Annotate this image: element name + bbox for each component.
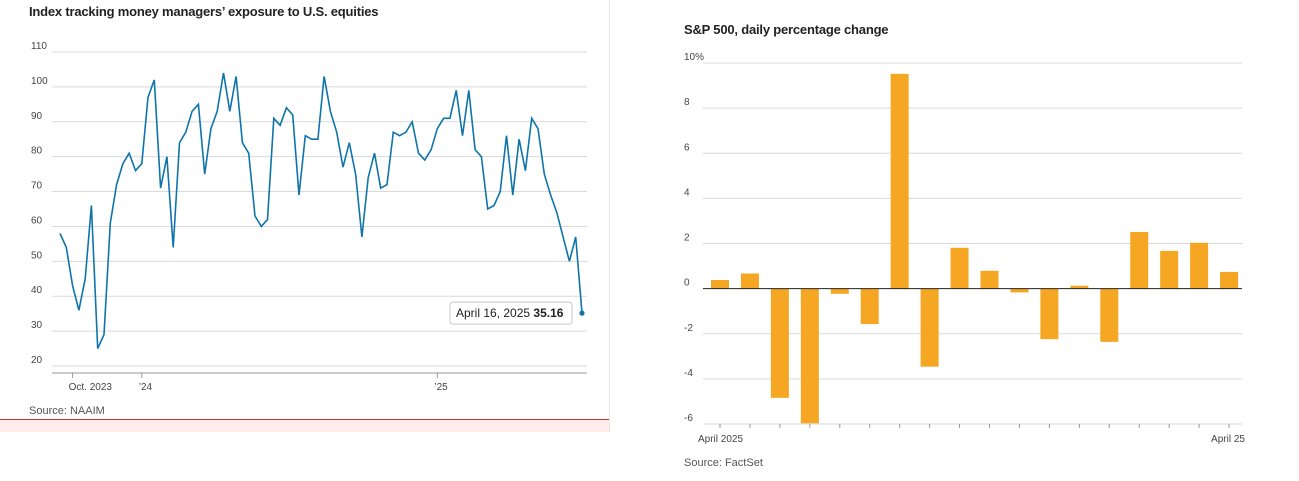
line-chart: 20 30 40 50 60 70 80 90 100 110 Oct. 2023 ’24 ’25 Apr…	[31, 41, 587, 393]
bar	[980, 270, 999, 289]
bar	[770, 288, 789, 398]
series-line	[59, 72, 583, 349]
y-tick-label: 90	[31, 111, 43, 122]
left-chart-source: Source: NAAIM	[29, 405, 105, 417]
y-tick-label: 110	[31, 41, 47, 52]
bar	[800, 288, 819, 424]
y-tick-label: 6	[684, 142, 690, 153]
bar	[1160, 250, 1179, 289]
right-chart-title: S&P 500, daily percentage change	[684, 22, 889, 37]
y-tick-label: 100	[31, 76, 48, 87]
right-chart-source: Source: FactSet	[684, 457, 763, 469]
tooltip-date: April 16, 2025	[456, 306, 533, 320]
x-tick-label: April 25	[1211, 434, 1245, 445]
y-tick-label: 20	[31, 355, 43, 366]
bar	[1010, 288, 1029, 293]
x-tick-label: ’24	[139, 382, 153, 393]
bar	[1220, 271, 1239, 289]
y-tick-label: 80	[31, 146, 43, 157]
bar	[1070, 285, 1089, 289]
bar	[830, 288, 849, 294]
bar	[950, 247, 969, 289]
y-tick-label: 40	[31, 285, 43, 296]
y-tick-label: 60	[31, 215, 43, 226]
last-point-marker	[579, 310, 585, 316]
left-chart-panel: Index tracking money managers’ exposure …	[0, 0, 610, 432]
tooltip-value: 35.16	[533, 306, 563, 320]
tooltip-box	[449, 301, 573, 325]
bar-chart: -6 -4 -2 0 2 4 6 8 10% April 2025 April 25	[684, 52, 1245, 445]
x-tick-label: ’25	[434, 382, 448, 393]
decorative-strip	[0, 419, 609, 432]
y-tick-label: 70	[31, 181, 43, 192]
x-tick-label: April 2025	[698, 434, 743, 445]
y-tick-label: 30	[31, 320, 43, 331]
bar	[1100, 288, 1119, 342]
bar	[711, 280, 729, 289]
bar	[920, 288, 939, 367]
x-tick-label: Oct. 2023	[69, 382, 113, 393]
y-tick-label: -6	[684, 413, 693, 424]
y-tick-label: 8	[684, 97, 690, 108]
y-tick-label: 10%	[684, 52, 704, 63]
left-chart-title: Index tracking money managers’ exposure …	[29, 4, 379, 19]
bar	[860, 288, 879, 325]
y-tick-label: 50	[31, 250, 43, 261]
bar	[1040, 288, 1059, 340]
bar	[740, 273, 759, 289]
tooltip-text: April 16, 2025 35.16	[456, 306, 564, 320]
y-tick-label: 2	[684, 233, 690, 244]
y-tick-label: -4	[684, 368, 693, 379]
y-tick-label: 0	[684, 278, 690, 289]
y-tick-label: -2	[684, 323, 693, 334]
bar	[1130, 231, 1149, 289]
bar	[890, 73, 909, 289]
y-tick-label: 4	[684, 187, 690, 198]
bar	[1190, 242, 1209, 289]
